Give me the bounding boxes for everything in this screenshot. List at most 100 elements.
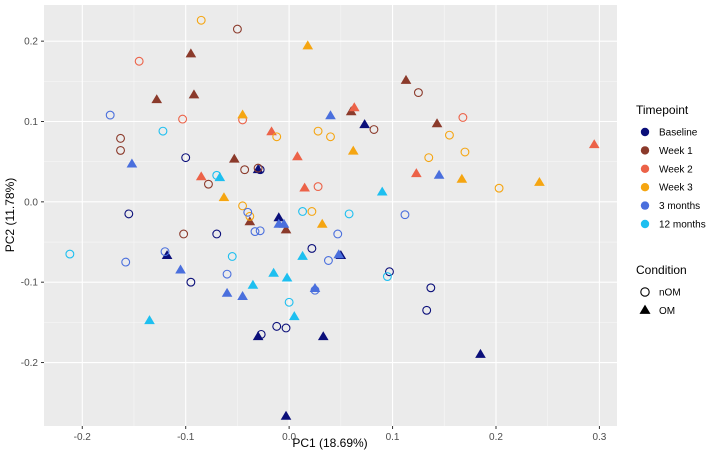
point-baseline-nom xyxy=(422,305,432,315)
point-week-2-om xyxy=(588,139,600,149)
point-12-months-nom xyxy=(382,272,392,282)
y-axis-title: PC2 (11.78%) xyxy=(3,178,17,252)
data-points xyxy=(65,15,600,420)
point-week-1-nom xyxy=(204,179,213,189)
point-week-3-nom xyxy=(444,130,454,140)
point-week-3-om xyxy=(316,218,328,228)
point-3-months-om xyxy=(278,218,290,228)
legend-key-12-months xyxy=(640,219,650,229)
legend-label: Week 1 xyxy=(659,146,693,157)
point-week-3-nom xyxy=(313,126,323,136)
grid-minor xyxy=(44,5,617,426)
x-axis-ticks: -0.2 -0.1 0.0 0.1 0.2 0.3 xyxy=(74,426,607,443)
point-week-2-nom xyxy=(134,56,144,66)
point-12-months-om xyxy=(288,311,300,321)
point-week-3-nom xyxy=(326,132,335,142)
point-3-months-om xyxy=(175,264,186,274)
point-week-3-nom xyxy=(494,183,504,193)
point-week-1-nom xyxy=(253,163,263,173)
point-week-3-nom xyxy=(424,153,434,163)
x-axis-title: PC1 (18.69%) xyxy=(292,436,367,450)
point-baseline-nom xyxy=(307,243,317,253)
point-12-months-nom xyxy=(65,249,75,259)
point-baseline-nom xyxy=(385,267,394,277)
x-tick-label: 0.1 xyxy=(386,432,400,443)
point-baseline-nom xyxy=(272,321,282,331)
legend-label: 3 months xyxy=(659,201,700,212)
point-12-months-om xyxy=(297,250,308,260)
legend-key-week-1 xyxy=(640,146,650,155)
legend-timepoint: Timepoint Baseline Week 1 Week 2 Week 3 3 mo… xyxy=(636,103,706,231)
legend-key-baseline xyxy=(640,127,650,137)
point-3-months-nom xyxy=(243,207,253,217)
legend-key-3-months xyxy=(640,201,650,210)
point-baseline-om xyxy=(475,348,486,358)
point-3-months-om xyxy=(333,249,345,259)
point-baseline-nom xyxy=(181,153,191,163)
y-tick-label: -0.2 xyxy=(21,358,39,369)
legend-timepoint-title: Timepoint xyxy=(636,103,689,117)
point-week-1-om xyxy=(188,89,200,99)
point-3-months-nom xyxy=(400,210,410,220)
point-week-1-om xyxy=(431,118,443,128)
point-week-3-nom xyxy=(238,201,248,211)
legend-label: Week 3 xyxy=(659,183,693,194)
point-3-months-om xyxy=(221,287,233,297)
legend-label: OM xyxy=(659,306,675,317)
point-baseline-nom xyxy=(281,323,291,333)
point-week-1-nom xyxy=(369,125,379,134)
point-week-3-nom xyxy=(272,132,282,142)
point-baseline-nom xyxy=(186,277,196,287)
point-week-1-nom xyxy=(179,229,189,239)
point-week-1-om xyxy=(400,74,412,84)
legend-condition-title: Condition xyxy=(636,263,687,277)
point-week-2-om xyxy=(195,171,207,181)
point-12-months-om xyxy=(214,172,226,182)
point-12-months-om xyxy=(268,267,279,277)
point-baseline-om xyxy=(359,119,370,129)
point-week-1-nom xyxy=(232,24,242,34)
point-12-months-nom xyxy=(344,209,354,219)
point-3-months-om xyxy=(309,283,321,292)
legend-key-week-2 xyxy=(640,164,650,173)
point-week-1-nom xyxy=(240,165,250,175)
point-week-2-om xyxy=(292,151,303,161)
point-week-3-nom xyxy=(460,147,470,157)
legend-label: nOM xyxy=(659,288,681,299)
point-week-1-om xyxy=(244,216,256,226)
y-tick-label: 0.2 xyxy=(24,37,38,48)
point-12-months-nom xyxy=(227,252,237,261)
point-week-1-om xyxy=(185,48,197,58)
point-12-months-om xyxy=(144,315,155,325)
point-week-3-om xyxy=(347,145,359,155)
legend-label: Baseline xyxy=(659,128,698,139)
point-12-months-nom xyxy=(298,207,308,216)
point-3-months-om xyxy=(325,110,336,120)
point-week-1-om xyxy=(151,94,163,104)
point-week-3-nom xyxy=(196,15,206,25)
point-week-2-om xyxy=(266,126,277,136)
y-tick-label: -0.1 xyxy=(21,278,39,289)
point-12-months-nom xyxy=(284,297,294,307)
point-week-3-om xyxy=(302,40,314,50)
point-week-1-om xyxy=(280,224,292,234)
point-3-months-nom xyxy=(255,226,265,236)
point-3-months-nom xyxy=(222,269,232,279)
point-3-months-nom xyxy=(121,257,131,267)
legend-label: 12 months xyxy=(659,220,706,231)
point-week-2-om xyxy=(348,102,360,112)
point-3-months-nom xyxy=(105,110,115,120)
point-baseline-om xyxy=(252,331,264,341)
point-week-1-nom xyxy=(413,88,423,98)
point-12-months-nom xyxy=(158,126,168,136)
x-tick-label: -0.2 xyxy=(74,432,92,443)
point-baseline-om xyxy=(273,212,285,222)
plot-panel xyxy=(44,5,617,426)
y-tick-label: 0.1 xyxy=(24,117,38,128)
point-baseline-om xyxy=(280,410,292,420)
point-baseline-nom xyxy=(124,209,134,219)
point-week-2-om xyxy=(299,182,310,192)
point-3-months-om xyxy=(433,169,445,179)
point-12-months-om xyxy=(376,186,388,196)
